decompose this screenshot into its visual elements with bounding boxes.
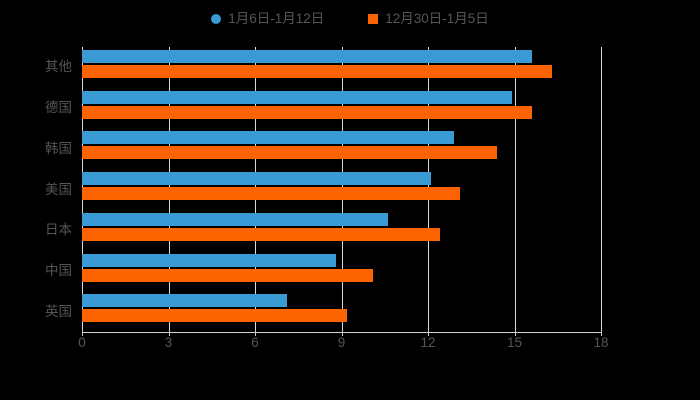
x-axis-tick (168, 331, 170, 336)
y-axis-label: 德国 (45, 100, 72, 116)
y-axis-label: 中国 (45, 262, 72, 278)
bar-group (82, 169, 601, 210)
y-axis-label: 韩国 (45, 140, 72, 156)
legend-label-series-2: 12月30日-1月5日 (385, 11, 489, 27)
bar-series-2[interactable] (82, 187, 460, 201)
y-axis: 其他德国韩国美国日本中国英国 (0, 47, 72, 332)
bar-group (82, 88, 601, 129)
bar-group (82, 128, 601, 169)
x-axis-label: 0 (78, 335, 86, 350)
chart-legend: 1月6日-1月12日 12月30日-1月5日 (0, 6, 700, 32)
bar-series-1[interactable] (82, 172, 431, 186)
plot-area (82, 47, 602, 332)
y-axis-label: 其他 (45, 59, 72, 75)
bar-series-1[interactable] (82, 50, 532, 63)
y-axis-label: 英国 (45, 303, 72, 319)
bar-series-2[interactable] (82, 227, 440, 241)
bar-series-2[interactable] (82, 65, 552, 78)
circle-marker-icon (211, 14, 222, 24)
square-marker-icon (368, 14, 379, 24)
x-axis-label: 3 (164, 335, 173, 350)
x-axis-tick (428, 331, 429, 336)
x-axis-tick (255, 331, 256, 336)
legend-label-series-1: 1月6日-1月12日 (228, 11, 325, 27)
bar-group (82, 251, 601, 292)
y-axis-label: 日本 (45, 222, 72, 238)
x-axis-tick (514, 331, 516, 336)
bar-group (82, 210, 601, 251)
bar-series-1[interactable] (82, 131, 454, 145)
x-axis-tick (341, 331, 343, 336)
x-axis-tick (601, 331, 602, 336)
bar-series-1[interactable] (82, 90, 512, 104)
bar-series-2[interactable] (82, 105, 532, 119)
bar-series-1[interactable] (82, 253, 336, 267)
bar-series-1[interactable] (82, 294, 287, 308)
gridline (514, 47, 516, 332)
y-axis-label: 美国 (45, 181, 72, 197)
x-axis: 0 3 6 9 12 15 18 (0, 331, 700, 358)
bar-series-2[interactable] (82, 268, 374, 282)
bar-series-1[interactable] (82, 212, 388, 226)
legend-item-series-1[interactable]: 1月6日-1月12日 (211, 12, 324, 26)
x-axis-label: 6 (251, 335, 259, 350)
x-axis-label: 12 (420, 335, 436, 350)
legend-item-series-2[interactable]: 12月30日-1月5日 (368, 12, 489, 26)
bar-series-2[interactable] (82, 309, 348, 323)
x-axis-label: 15 (506, 335, 523, 350)
bar-series-2[interactable] (82, 146, 498, 160)
bar-group (82, 47, 601, 88)
gridline (601, 47, 602, 332)
bar-group (82, 291, 601, 332)
x-axis-label: 9 (337, 335, 346, 350)
x-axis-label: 18 (593, 335, 609, 350)
x-axis-tick (82, 331, 83, 336)
